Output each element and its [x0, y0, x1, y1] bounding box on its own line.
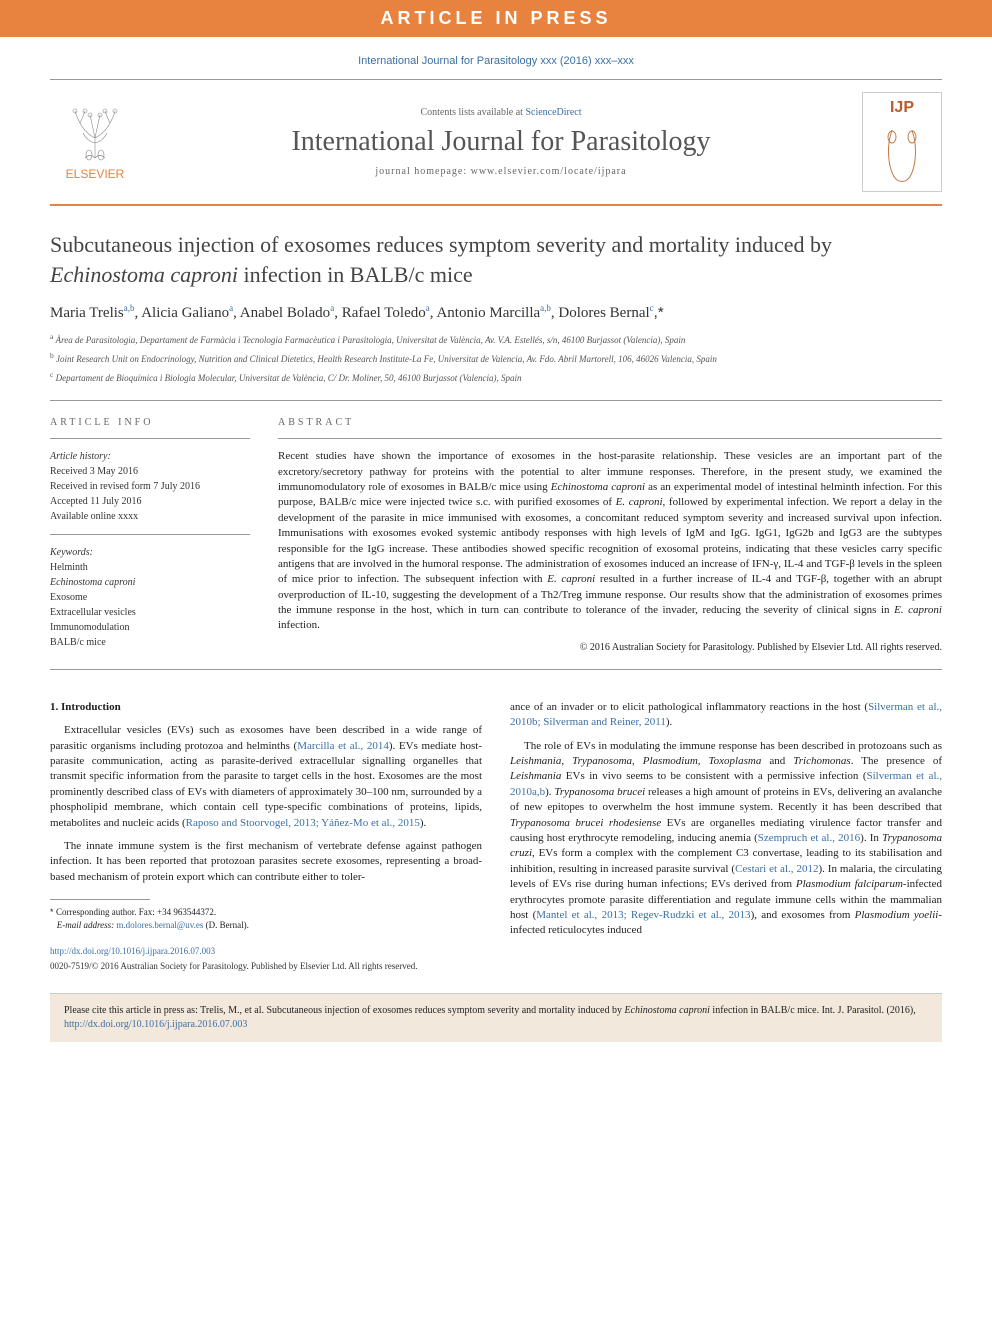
ijp-label: IJP: [890, 99, 914, 117]
authors-list: Maria Trelisa,b, Alicia Galianoa, Anabel…: [50, 303, 942, 322]
intro-paragraph-4: The role of EVs in modulating the immune…: [510, 739, 942, 939]
email-link[interactable]: m.dolores.bernal@uv.es: [116, 920, 203, 930]
elsevier-label: ELSEVIER: [66, 167, 125, 181]
sciencedirect-link[interactable]: ScienceDirect: [525, 107, 581, 118]
homepage-url[interactable]: www.elsevier.com/locate/ijpara: [471, 166, 627, 177]
abstract-heading: ABSTRACT: [278, 417, 942, 428]
abstract-column: ABSTRACT Recent studies have shown the i…: [278, 417, 942, 653]
introduction-heading: 1. Introduction: [50, 700, 482, 715]
issn-copyright: 0020-7519/© 2016 Australian Society for …: [50, 960, 482, 973]
abstract-copyright: © 2016 Australian Society for Parasitolo…: [278, 642, 942, 653]
abstract-text: Recent studies have shown the importance…: [278, 449, 942, 634]
doi-link[interactable]: http://dx.doi.org/10.1016/j.ijpara.2016.…: [50, 945, 482, 958]
contents-line: Contents lists available at ScienceDirec…: [140, 107, 862, 118]
body-column-right: ance of an invader or to elicit patholog…: [510, 700, 942, 973]
intro-paragraph-2: The innate immune system is the first me…: [50, 839, 482, 885]
affiliation: a Àrea de Parasitologia, Departament de …: [50, 332, 942, 347]
journal-reference: International Journal for Parasitology x…: [0, 37, 992, 79]
corresponding-author-footnote: * Corresponding author. Fax: +34 9635443…: [50, 906, 482, 931]
citation-box: Please cite this article in press as: Tr…: [50, 993, 942, 1042]
journal-header-box: ELSEVIER Contents lists available at Sci…: [50, 79, 942, 206]
article-info-heading: ARTICLE INFO: [50, 417, 250, 428]
elsevier-logo[interactable]: ELSEVIER: [50, 92, 140, 192]
affiliation: b Joint Research Unit on Endocrinology, …: [50, 351, 942, 366]
ijp-cover-thumbnail[interactable]: IJP: [862, 92, 942, 192]
keywords-label: Keywords:: [50, 547, 93, 558]
ijp-cover-icon: [877, 125, 927, 185]
article-info-column: ARTICLE INFO Article history: Received 3…: [50, 417, 250, 653]
article-title: Subcutaneous injection of exosomes reduc…: [50, 230, 942, 289]
body-column-left: 1. Introduction Extracellular vesicles (…: [50, 700, 482, 973]
elsevier-tree-icon: [65, 103, 125, 163]
article-in-press-banner: ARTICLE IN PRESS: [0, 0, 992, 37]
history-label: Article history:: [50, 451, 111, 462]
intro-paragraph-3: ance of an invader or to elicit patholog…: [510, 700, 942, 731]
intro-paragraph-1: Extracellular vesicles (EVs) such as exo…: [50, 723, 482, 831]
affiliation: c Departament de Bioquímica i Biologia M…: [50, 370, 942, 385]
homepage-line: journal homepage: www.elsevier.com/locat…: [140, 166, 862, 177]
cite-doi-link[interactable]: http://dx.doi.org/10.1016/j.ijpara.2016.…: [64, 1019, 247, 1030]
journal-name: International Journal for Parasitology: [140, 126, 862, 158]
